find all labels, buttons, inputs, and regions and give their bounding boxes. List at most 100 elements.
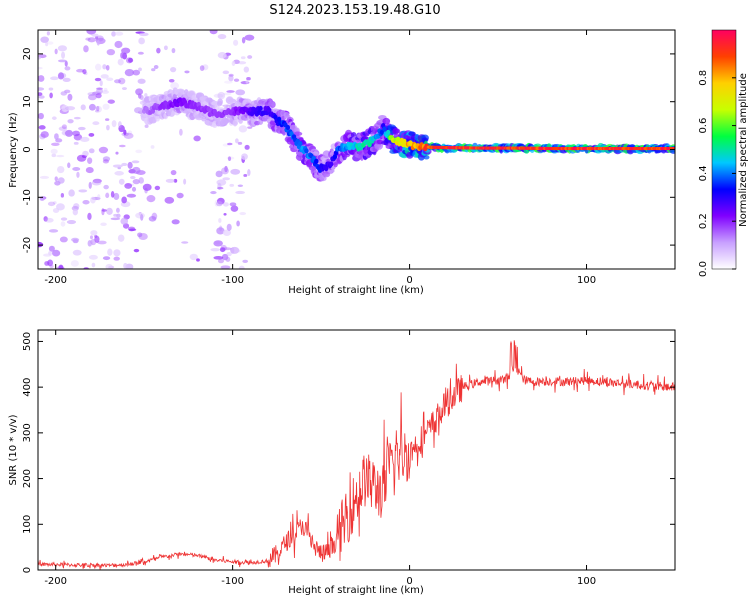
spectrogram-cell bbox=[102, 156, 111, 162]
spectrogram-cell bbox=[88, 254, 98, 260]
spectrogram-cell bbox=[165, 178, 176, 183]
spectrogram-cell bbox=[170, 82, 180, 90]
spectrogram-cell bbox=[210, 191, 217, 195]
spectrogram-cell bbox=[156, 47, 161, 54]
spectrogram-cell bbox=[114, 79, 122, 84]
spectrogram-cell bbox=[76, 154, 87, 162]
spectrogram-y-tick-label: 20 bbox=[22, 48, 33, 61]
spectrogram-cell bbox=[61, 124, 67, 130]
spectrogram-cell bbox=[247, 169, 251, 177]
spectrogram-cell bbox=[233, 78, 240, 82]
spectrogram-cell bbox=[217, 34, 227, 40]
spectrogram-cell bbox=[116, 207, 120, 213]
spectrogram-cell bbox=[235, 190, 245, 195]
spectrogram-cell bbox=[241, 153, 248, 160]
spectrogram-cell bbox=[219, 247, 226, 253]
spectrogram-cell bbox=[222, 92, 232, 96]
spectrogram-cell bbox=[226, 223, 232, 231]
spectrogram-cell bbox=[107, 248, 113, 256]
spectrogram-cell bbox=[233, 39, 239, 46]
spectrogram-cell bbox=[230, 168, 241, 175]
spectrogram-cell bbox=[38, 75, 45, 82]
spectrogram-cell bbox=[128, 57, 134, 63]
spectrogram-cell bbox=[138, 177, 144, 184]
spectrogram-cell bbox=[118, 178, 125, 185]
spectrogram-ridge-core bbox=[298, 140, 303, 147]
spectrogram-cell bbox=[144, 93, 148, 98]
spectrogram-cell bbox=[38, 56, 42, 60]
spectrogram-cell bbox=[184, 70, 190, 74]
spectrogram-cell bbox=[60, 193, 65, 198]
spectrogram-cell bbox=[78, 126, 86, 131]
spectrogram-x-tick-label: -200 bbox=[44, 275, 67, 286]
spectrogram-ridge-core bbox=[367, 142, 372, 148]
spectrogram-cell bbox=[87, 37, 96, 43]
spectrogram-cell bbox=[227, 142, 233, 146]
spectrogram-cell bbox=[59, 236, 68, 243]
spectrogram-x-tick-label: 100 bbox=[577, 275, 596, 286]
spectrogram-cell bbox=[183, 178, 187, 185]
spectrogram-cell bbox=[44, 261, 50, 266]
spectrogram-cell bbox=[60, 91, 68, 96]
spectrogram-cell bbox=[243, 174, 248, 177]
spectrogram-cell bbox=[127, 161, 133, 169]
spectrogram-cell bbox=[217, 258, 225, 264]
spectrogram-ridge-halo bbox=[423, 155, 430, 160]
spectrogram-cell bbox=[220, 265, 231, 269]
snr-y-tick-label: 200 bbox=[22, 469, 33, 488]
spectrogram-cell bbox=[40, 131, 49, 138]
spectrogram-cell bbox=[138, 37, 145, 45]
spectrogram-cell bbox=[210, 248, 221, 252]
spectrogram-cell bbox=[44, 217, 54, 223]
spectrogram-cell bbox=[106, 48, 116, 56]
spectrogram-cell bbox=[38, 95, 45, 99]
spectrogram-cell bbox=[228, 73, 234, 77]
snr-x-tick-label: 100 bbox=[577, 576, 596, 587]
spectrogram-ridge-halo bbox=[382, 117, 391, 125]
spectrogram-cell bbox=[78, 189, 88, 193]
spectrogram-cell bbox=[193, 135, 201, 142]
spectrogram-cell bbox=[146, 195, 156, 203]
spectrogram-cell bbox=[45, 42, 49, 47]
spectrogram-x-label: Height of straight line (km) bbox=[288, 285, 424, 296]
spectrogram-cell bbox=[92, 121, 100, 126]
spectrogram-cell bbox=[80, 104, 86, 111]
spectrogram-cell bbox=[68, 189, 75, 197]
spectrogram-cell bbox=[71, 205, 79, 211]
spectrogram-cell bbox=[110, 217, 121, 221]
spectrogram-cell bbox=[99, 80, 103, 87]
spectrogram-cell bbox=[244, 34, 255, 41]
spectrogram-cell bbox=[196, 258, 200, 262]
spectrogram-cell bbox=[240, 56, 246, 60]
spectrogram-cell bbox=[95, 63, 102, 71]
spectrogram-cell bbox=[54, 133, 59, 140]
colorbar-tick-label: 0.8 bbox=[698, 70, 709, 86]
spectrogram-cell bbox=[57, 165, 65, 174]
spectrogram-cell bbox=[92, 178, 102, 184]
spectrogram-cell bbox=[131, 166, 141, 174]
spectrogram-cell bbox=[229, 246, 240, 254]
spectrogram-cell bbox=[57, 45, 67, 52]
spectrogram-cell bbox=[242, 259, 249, 263]
spectrogram-cell bbox=[96, 105, 100, 112]
spectrogram-cell bbox=[88, 132, 95, 137]
spectrogram-cell bbox=[40, 36, 49, 43]
spectrogram-cell bbox=[127, 130, 133, 136]
spectrogram-cell bbox=[70, 260, 79, 267]
colorbar-label: Normalized spectral amplitude bbox=[738, 73, 749, 227]
spectrogram-cell bbox=[170, 169, 177, 176]
spectrogram-cell bbox=[245, 80, 249, 84]
snr-x-tick-label: -100 bbox=[221, 576, 244, 587]
spectrogram-cell bbox=[82, 68, 87, 75]
spectrogram-cell bbox=[73, 133, 83, 141]
spectrogram-ridge-core bbox=[385, 129, 391, 135]
spectrogram-cell bbox=[237, 61, 247, 65]
spectrogram-ridge bbox=[139, 87, 675, 182]
spectrogram-cell bbox=[216, 200, 223, 207]
spectrogram-cell bbox=[38, 241, 44, 248]
snr-background bbox=[38, 330, 675, 570]
spectrogram-cell bbox=[113, 192, 120, 201]
snr-x-tick-label: 0 bbox=[406, 576, 412, 587]
spectrogram-cell bbox=[131, 160, 140, 164]
spectrogram-cell bbox=[181, 241, 189, 244]
